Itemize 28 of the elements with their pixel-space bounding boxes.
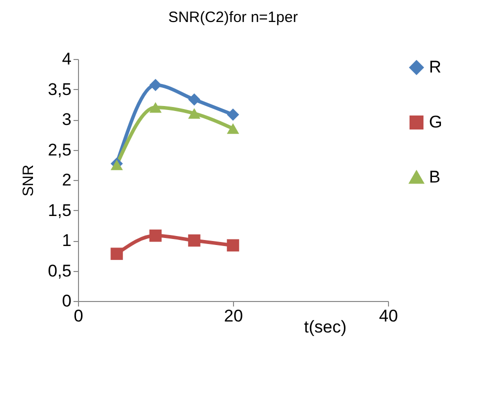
- point: [188, 108, 200, 119]
- x-tick-label: 40: [379, 306, 398, 326]
- legend-label: G: [429, 112, 442, 132]
- y-axis-title: SNR: [20, 164, 37, 196]
- point: [188, 93, 200, 106]
- point: [226, 108, 240, 121]
- y-tick-label: 0,5: [48, 261, 72, 280]
- point: [149, 230, 162, 242]
- y-tick-label: 3,5: [48, 80, 72, 99]
- y-tick-label: 2,5: [48, 140, 72, 160]
- legend-label: R: [429, 58, 442, 76]
- x-tick-label: 20: [224, 306, 243, 326]
- point: [226, 123, 240, 134]
- point: [188, 234, 200, 247]
- y-tick-label: 1: [62, 231, 72, 250]
- x-axis-title: t(sec): [304, 318, 346, 336]
- x-tick-label: 0: [74, 306, 84, 326]
- y-tick-label: 3: [62, 110, 72, 129]
- legend-label: B: [429, 168, 440, 186]
- point: [149, 78, 162, 92]
- y-tick-label: 0: [62, 292, 72, 310]
- y-tick-label: 2: [62, 170, 72, 190]
- y-tick-label: 1,5: [48, 200, 72, 220]
- point: [110, 248, 123, 260]
- chart-title: SNR(C2)for n=1per: [168, 9, 298, 26]
- point: [149, 102, 162, 113]
- y-tick-label: 4: [62, 50, 72, 68]
- point: [226, 239, 240, 252]
